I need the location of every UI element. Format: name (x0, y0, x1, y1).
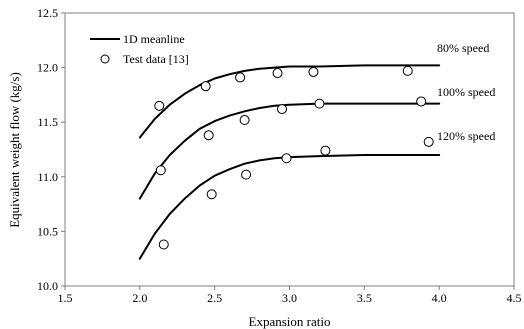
annotation-80-speed: 80% speed (437, 41, 489, 55)
test-data-point (155, 165, 166, 176)
legend-label-meanline: 1D meanline (123, 32, 185, 46)
test-data-points (154, 65, 434, 250)
test-data-point (320, 145, 331, 156)
test-data-point (241, 169, 252, 180)
test-data-point (154, 100, 165, 111)
test-data-point (314, 98, 325, 109)
test-data-point (206, 189, 217, 200)
test-data-point (277, 104, 288, 115)
annotation-120-speed: 120% speed (437, 129, 495, 143)
y-tick-label: 11.5 (37, 115, 58, 129)
meanline-series-line (138, 64, 441, 139)
y-tick-label: 10.0 (37, 279, 58, 293)
x-tick-label: 4.5 (507, 291, 522, 305)
y-tick-label: 12.5 (37, 6, 58, 20)
meanline-curves (138, 64, 441, 260)
x-tick-label: 1.5 (58, 291, 73, 305)
test-data-point (239, 115, 250, 126)
test-data-point (272, 68, 283, 79)
x-axis-title: Expansion ratio (249, 314, 331, 329)
meanline-series-line (138, 154, 441, 260)
x-tick-label: 2.0 (132, 291, 147, 305)
meanline-series-line (138, 102, 441, 200)
x-tick-label: 4.0 (432, 291, 447, 305)
legend-label-test-data: Test data [13] (123, 52, 189, 66)
y-tick-label: 10.5 (37, 224, 58, 238)
test-data-point (235, 72, 246, 83)
test-data-point (200, 81, 211, 92)
y-ticks: 10.0 10.5 11.0 11.5 12.0 12.5 (37, 6, 65, 293)
test-data-point (158, 239, 169, 250)
legend: 1D meanline Test data [13] (90, 32, 189, 66)
test-data-point (416, 96, 427, 107)
x-tick-label: 2.5 (207, 291, 222, 305)
test-data-point (402, 65, 413, 76)
test-data-point (203, 130, 214, 141)
legend-marker-swatch (100, 54, 110, 64)
y-tick-label: 11.0 (37, 170, 58, 184)
annotation-100-speed: 100% speed (437, 85, 495, 99)
test-data-point (281, 153, 292, 164)
y-axis-title: Equivalent weight flow (kg/s) (7, 72, 22, 228)
x-ticks: 1.5 2.0 2.5 3.0 3.5 4.0 4.5 (58, 286, 522, 305)
y-tick-label: 12.0 (37, 61, 58, 75)
x-tick-label: 3.5 (357, 291, 372, 305)
test-data-point (308, 66, 319, 77)
test-data-point (423, 136, 434, 147)
x-tick-label: 3.0 (282, 291, 297, 305)
